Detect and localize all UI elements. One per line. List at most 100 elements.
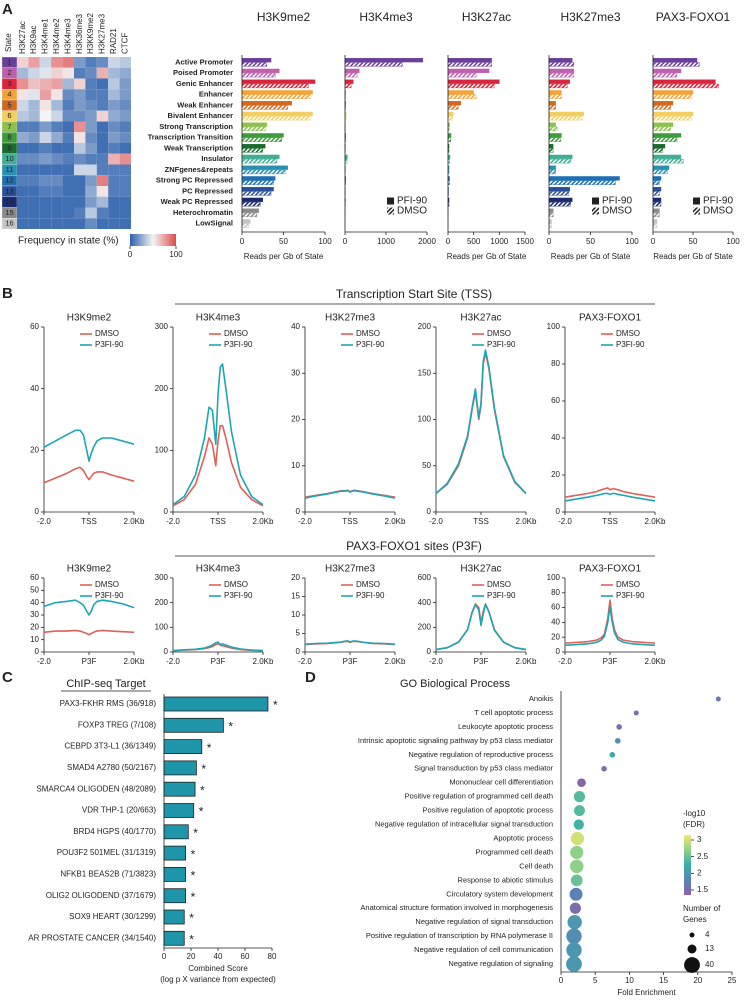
heat-cell bbox=[74, 186, 86, 197]
heat-cell bbox=[51, 218, 63, 229]
bar bbox=[241, 90, 313, 95]
bar bbox=[548, 105, 556, 110]
bar bbox=[163, 824, 189, 840]
legend-swatch bbox=[387, 197, 394, 205]
column-label: H3K27me3 bbox=[98, 13, 107, 54]
heat-cell bbox=[62, 143, 74, 154]
bar bbox=[652, 159, 684, 164]
category-label: Response to abiotic stimulus bbox=[458, 875, 554, 884]
y-tick-label: 400 bbox=[418, 598, 432, 607]
heat-cell bbox=[119, 218, 131, 229]
category-label: Negative regulation of signal transducti… bbox=[415, 917, 553, 926]
category-label: CEBPD 3T3-L1 (36/1349) bbox=[64, 742, 156, 751]
bar bbox=[652, 191, 660, 196]
bar bbox=[548, 116, 583, 121]
bar bbox=[652, 111, 694, 117]
y-tick-label: 10 bbox=[291, 461, 300, 470]
heat-cell bbox=[74, 207, 86, 219]
bar bbox=[241, 180, 274, 185]
y-tick-label: 30 bbox=[30, 610, 39, 619]
colorbar bbox=[684, 835, 691, 895]
bubble bbox=[633, 710, 639, 716]
state-name: Strong Transcription bbox=[159, 122, 233, 131]
heat-cell bbox=[74, 143, 86, 154]
category-label: Anatomical structure formation involved … bbox=[360, 903, 553, 912]
bar bbox=[241, 176, 276, 181]
heat-cell bbox=[74, 67, 86, 79]
x-tick-label: 40 bbox=[214, 952, 223, 961]
state-name: Active Promoter bbox=[175, 57, 233, 66]
state-name: Weak Transcription bbox=[164, 143, 233, 152]
y-tick-label: 10 bbox=[30, 635, 39, 644]
bar bbox=[447, 133, 452, 138]
heat-cell bbox=[85, 67, 97, 79]
heat-cell bbox=[96, 78, 109, 90]
line-series bbox=[43, 599, 135, 616]
y-tick-label: 50 bbox=[422, 461, 431, 470]
y-tick-label: 20 bbox=[551, 632, 560, 641]
bubble bbox=[566, 956, 582, 972]
heat-cell bbox=[62, 196, 74, 208]
y-tick-label: 60 bbox=[30, 322, 39, 331]
y-tick-label: 80 bbox=[551, 588, 560, 597]
line-series bbox=[304, 489, 396, 499]
bar bbox=[163, 739, 203, 754]
panel-letter: D bbox=[305, 669, 316, 686]
heat-cell bbox=[119, 100, 131, 111]
chart-title: PAX3-FOXO1 bbox=[579, 313, 641, 324]
bar bbox=[241, 116, 311, 121]
y-tick-label: 80 bbox=[551, 359, 560, 368]
bar bbox=[548, 148, 554, 153]
category-label: SOX9 HEART (30/1299) bbox=[69, 912, 156, 921]
bar bbox=[652, 143, 666, 149]
y-tick-label: 0 bbox=[427, 647, 432, 656]
legend-label: P3FI-90 bbox=[616, 591, 645, 600]
heat-cell bbox=[108, 143, 120, 154]
bubble bbox=[569, 887, 583, 901]
heat-cell bbox=[39, 218, 52, 229]
x-tick-label: 2.0Kb bbox=[253, 657, 274, 666]
bar bbox=[652, 126, 671, 132]
state-name: PC Repressed bbox=[182, 186, 233, 195]
bar bbox=[241, 58, 272, 63]
bar bbox=[548, 58, 573, 63]
category-label: VDR THP-1 (20/663) bbox=[82, 806, 156, 815]
line-series bbox=[435, 349, 527, 495]
legend-label: DMSO bbox=[616, 580, 640, 589]
bar bbox=[241, 208, 259, 213]
x-tick-label: P3F bbox=[474, 657, 489, 666]
bar bbox=[163, 803, 195, 818]
x-tick-label: 100 bbox=[726, 237, 740, 246]
column-label: H3K4me3 bbox=[63, 18, 72, 54]
legend-label: DMSO bbox=[703, 206, 733, 217]
y-tick-label: 20 bbox=[291, 573, 300, 582]
bar bbox=[241, 62, 268, 67]
y-tick-label: 200 bbox=[155, 384, 169, 393]
chart-title: H3K4me3 bbox=[196, 313, 241, 324]
bar bbox=[241, 148, 263, 153]
heat-cell bbox=[108, 121, 120, 133]
y-tick-label: 40 bbox=[551, 618, 560, 627]
column-label: H3K36me3 bbox=[75, 13, 84, 54]
heat-cell bbox=[119, 67, 131, 79]
state-number: 10 bbox=[5, 154, 13, 163]
colorbar-tick-label: 2 bbox=[697, 868, 702, 877]
x-tick-label: P3F bbox=[343, 657, 358, 666]
state-number: 12 bbox=[5, 176, 13, 185]
heat-cell bbox=[108, 89, 120, 100]
bar bbox=[241, 83, 309, 89]
bar bbox=[652, 219, 658, 224]
chart-title: H3K4me3 bbox=[196, 564, 241, 575]
heat-cell bbox=[119, 121, 131, 133]
heat-cell bbox=[17, 218, 29, 229]
heat-cell bbox=[119, 78, 131, 90]
bar bbox=[447, 79, 500, 84]
bar bbox=[652, 62, 700, 67]
y-tick-label: 0 bbox=[296, 647, 301, 656]
heat-cell bbox=[74, 132, 86, 143]
category-label: Positive regulation of programmed cell d… bbox=[405, 792, 553, 801]
x-tick-label: 15 bbox=[659, 976, 668, 985]
bar bbox=[548, 83, 568, 89]
category-label: Negative regulation of intracellular sig… bbox=[375, 820, 553, 829]
legend-label: P3FI-90 bbox=[224, 340, 253, 349]
